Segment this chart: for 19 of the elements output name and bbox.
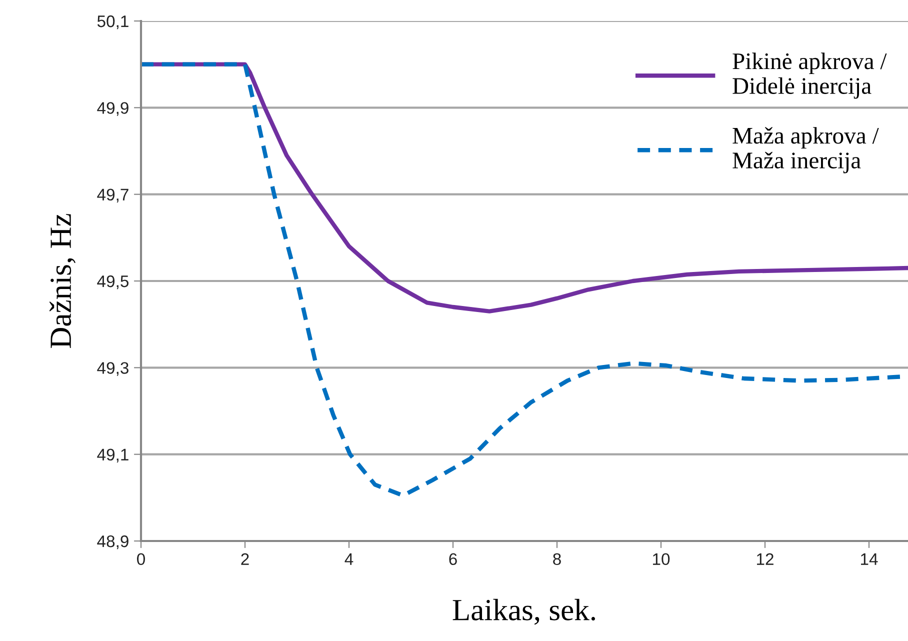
y-tick-label: 49,9: [97, 102, 128, 116]
x-tick-label: 4: [344, 553, 354, 565]
x-tick-label: 14: [861, 553, 878, 565]
x-tick-label: 0: [137, 553, 145, 566]
y-tick-label: 49,3: [97, 362, 128, 376]
x-tick-label: 2: [241, 553, 249, 565]
x-tick-label: 8: [553, 553, 561, 566]
y-axis-title: Dažnis, Hz: [50, 214, 76, 348]
legend-label: Pikinė apkrova / Didelė inercija: [732, 52, 887, 99]
y-tick-label: 49,5: [97, 275, 128, 290]
x-tick-label: 6: [449, 553, 457, 566]
y-tick-label: 50,1: [97, 15, 128, 30]
y-tick-label: 48,9: [97, 535, 128, 550]
x-axis-title: Laikas, sek.: [452, 598, 596, 625]
y-tick-label: 49,7: [97, 188, 128, 203]
x-tick-label: 12: [757, 553, 774, 565]
x-tick-label: 10: [653, 553, 670, 566]
legend-label: Maža apkrova / Maža inercija: [732, 127, 879, 174]
y-tick-label: 49,1: [97, 448, 128, 463]
